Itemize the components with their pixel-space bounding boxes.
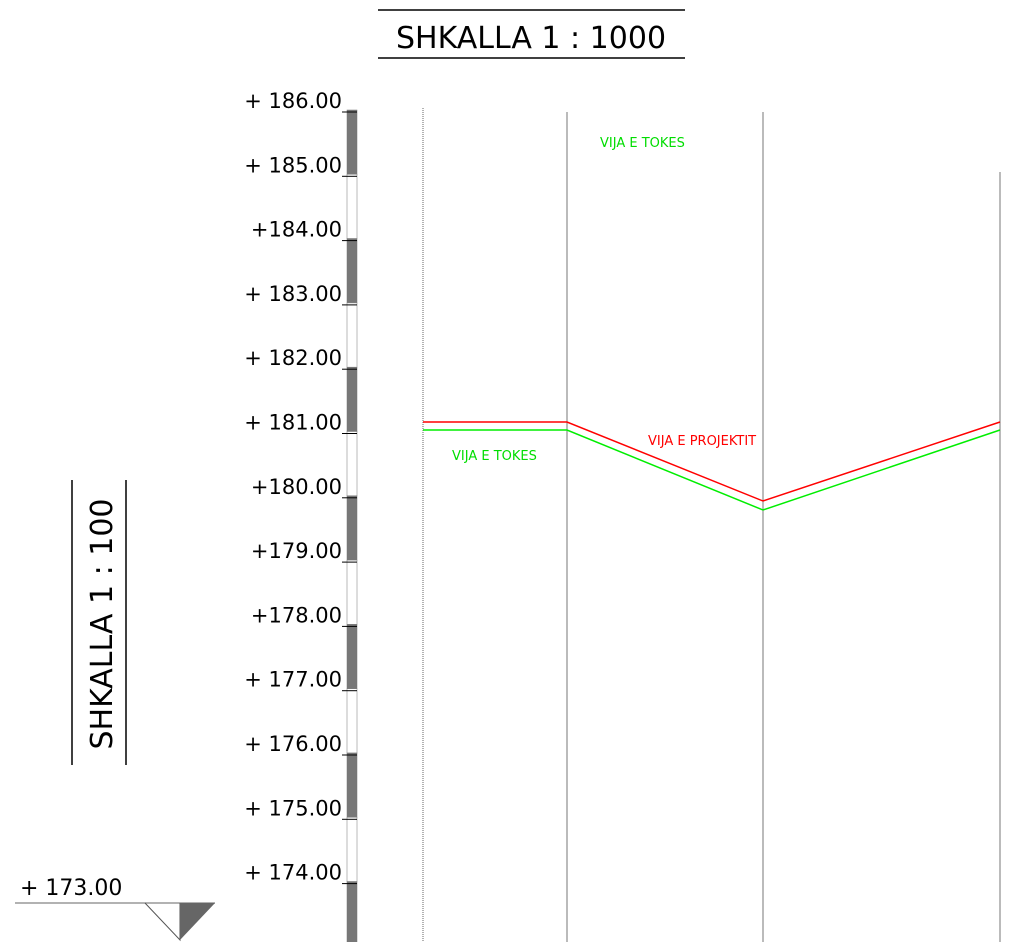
bar-segment [346, 495, 358, 561]
ground-line [423, 429, 1001, 511]
title: SHKALLA 1 : 1000 [396, 21, 666, 56]
ground-label: VIJA E TOKES [600, 136, 685, 151]
elevation-label: +178.00 [251, 603, 342, 627]
elevation-bar [346, 109, 358, 942]
elevation-label: +179.00 [251, 539, 342, 563]
bar-segment [346, 624, 358, 689]
elevation-label: + 181.00 [244, 411, 342, 435]
bar-segment [346, 174, 358, 239]
elevation-label: + 185.00 [244, 153, 342, 177]
elevation-label: +184.00 [251, 218, 342, 242]
elevation-label: + 176.00 [244, 732, 342, 756]
vertical-scale: SHKALLA 1 : 100 [85, 499, 120, 750]
project-line [423, 421, 1001, 502]
elevation-label: + 177.00 [244, 668, 342, 692]
elevation-label: + 175.00 [244, 796, 342, 820]
bar-segment [346, 238, 358, 304]
bar-segment [346, 817, 358, 882]
bar-segment [346, 366, 358, 432]
datum-marker [144, 902, 181, 942]
bar-segment [346, 752, 358, 818]
datum-label: + 173.00 [20, 876, 122, 901]
bar-segment [346, 559, 358, 625]
elevation-label: + 186.00 [244, 89, 342, 113]
elevation-label: + 174.00 [244, 861, 342, 885]
project-label: VIJA E PROJEKTIT [648, 434, 756, 449]
elevation-label: + 183.00 [244, 282, 342, 306]
elevation-labels: + 186.00 + 185.00 +184.00 + 183.00 + 182.00 +… [244, 89, 357, 885]
elevation-label: +180.00 [251, 475, 342, 499]
bar-segment [346, 431, 358, 497]
bar-segment [346, 881, 358, 942]
bar-segment [346, 109, 358, 175]
elevation-label: + 182.00 [244, 346, 342, 370]
bar-segment [346, 688, 358, 754]
ground-label: VIJA E TOKES [452, 449, 537, 464]
bar-segment [346, 302, 358, 368]
datum-marker-fill [180, 903, 215, 940]
